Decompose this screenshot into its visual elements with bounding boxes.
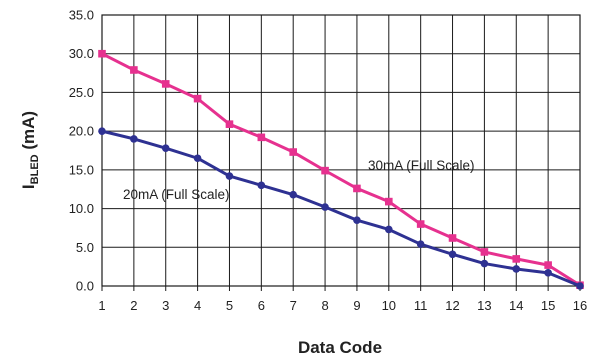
data-point-20ma: [416, 240, 425, 248]
x-tick-labels: 1 2 3 4 5 6 7 8 9 10 11 12 13 14 15 16: [98, 298, 587, 313]
y-tick-label: 25.0: [69, 85, 94, 100]
x-tick-label: 10: [382, 298, 396, 313]
plot-frame: [101, 14, 581, 287]
data-point-20ma: [448, 250, 457, 259]
data-point-20ma: [193, 154, 202, 163]
y-tick-label: 15.0: [69, 162, 94, 177]
data-point-20ma: [257, 181, 266, 190]
series-label-20ma: 20mA (Full Scale): [123, 187, 230, 202]
x-tick-label: 11: [414, 298, 428, 313]
x-tick-label: 3: [162, 298, 169, 313]
y-tick-labels: 0.0 5.0 10.0 15.0 20.0 25.0 30.0 35.0: [69, 8, 94, 294]
y-axis-title-main: I: [19, 184, 38, 189]
x-axis-title: Data Code: [298, 338, 382, 357]
x-tick-label: 13: [477, 298, 491, 313]
data-point-20ma: [385, 225, 393, 234]
y-tick-label: 0.0: [76, 279, 94, 294]
series-line-30ma: [101, 52, 581, 287]
x-tick-label: 14: [509, 298, 523, 313]
series-label-30ma: 30mA (Full Scale): [368, 158, 475, 173]
data-point-20ma: [98, 127, 106, 135]
data-point-20ma: [289, 190, 298, 199]
x-tick-label: 6: [258, 298, 265, 313]
series-layer: [98, 49, 584, 290]
x-tick-label: 12: [445, 298, 459, 313]
data-point-20ma: [225, 172, 234, 180]
x-tick-label: 15: [541, 298, 555, 313]
data-point-30ma: [512, 255, 521, 263]
data-point-30ma: [416, 220, 425, 228]
x-tick-label: 1: [98, 298, 105, 313]
data-point-30ma: [193, 94, 202, 103]
data-point-20ma: [576, 282, 584, 290]
x-tick-label: 7: [290, 298, 297, 313]
data-point-30ma: [225, 120, 234, 128]
y-tick-label: 20.0: [69, 124, 94, 139]
series-line-20ma: [101, 129, 581, 288]
data-point-30ma: [289, 148, 297, 156]
x-tick-label: 2: [130, 298, 137, 313]
y-axis-title: IBLED (mA): [19, 111, 41, 189]
y-tick-label: 35.0: [69, 8, 94, 23]
data-point-30ma: [448, 234, 457, 242]
data-point-20ma: [161, 144, 170, 152]
y-tick-label: 30.0: [69, 46, 94, 61]
x-tick-label: 9: [353, 298, 360, 313]
x-tick-label: 8: [321, 298, 328, 313]
data-point-20ma: [480, 259, 489, 268]
data-point-20ma: [512, 265, 521, 273]
data-point-30ma: [161, 80, 170, 88]
data-point-30ma: [130, 66, 138, 74]
data-point-30ma: [480, 248, 489, 256]
x-tick-label: 4: [194, 298, 201, 313]
data-point-20ma: [321, 203, 329, 211]
y-tick-label: 10.0: [69, 201, 94, 216]
y-axis-title-unit: (mA): [19, 111, 38, 154]
y-tick-label: 5.0: [76, 240, 94, 255]
data-point-30ma: [321, 166, 329, 175]
y-axis-title-subscript: BLED: [29, 154, 41, 184]
data-point-20ma: [544, 269, 552, 277]
data-point-30ma: [544, 261, 552, 269]
data-point-20ma: [353, 216, 361, 224]
data-point-30ma: [257, 133, 266, 142]
x-tick-label: 16: [573, 298, 587, 313]
data-point-30ma: [353, 184, 361, 193]
data-point-30ma: [98, 49, 106, 58]
data-point-20ma: [130, 135, 138, 143]
x-tick-label: 5: [226, 298, 233, 313]
data-point-30ma: [385, 197, 393, 206]
